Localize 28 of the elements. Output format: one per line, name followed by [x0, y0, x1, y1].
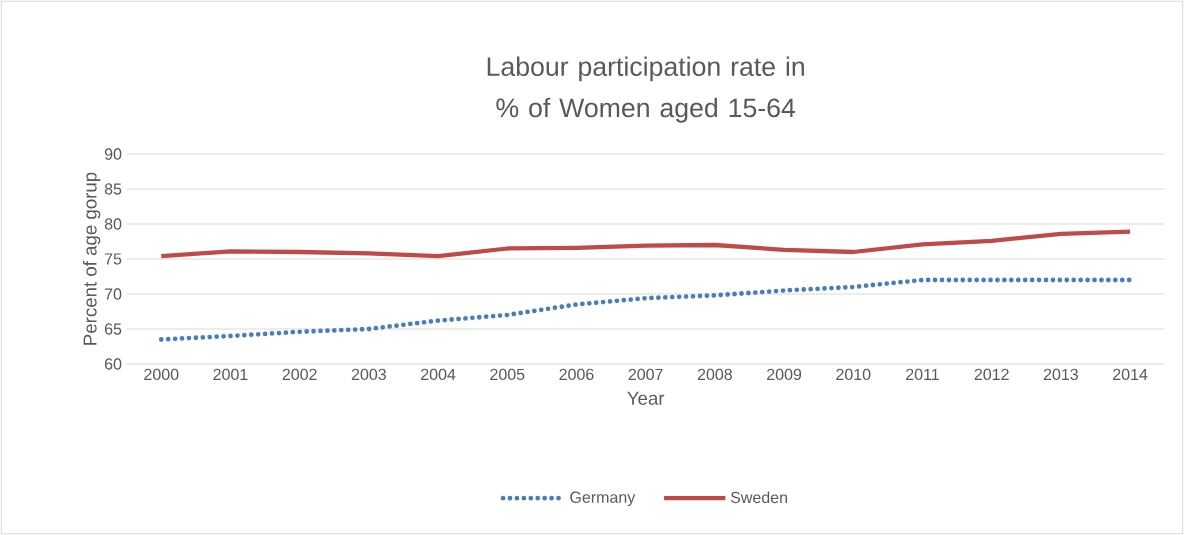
- x-tick-label: 2012: [974, 368, 1009, 381]
- chart-title: Labour participation rate in % of Women aged 15-64: [487, 56, 804, 123]
- x-tick-label: 2003: [351, 368, 386, 381]
- line-series: [159, 229, 1133, 259]
- y-tick-label: 60: [104, 358, 122, 370]
- x-tick-label: 2008: [697, 368, 732, 381]
- x-tick-label: 2000: [144, 368, 179, 381]
- y-tick-label: 85: [104, 183, 122, 195]
- y-axis-title: Percent of age gorup: [82, 172, 101, 345]
- y-tick-label: 90: [104, 148, 122, 160]
- y-tick-label: 70: [104, 288, 122, 300]
- x-tick-label: 2011: [906, 368, 939, 381]
- x-tick-label: 2007: [628, 368, 663, 381]
- x-tick-label: 2002: [282, 368, 317, 381]
- x-tick-label: 2006: [559, 368, 594, 381]
- x-tick-label: 2004: [421, 368, 456, 381]
- y-tick-label: 75: [104, 253, 122, 265]
- legend-label: Germany: [570, 491, 636, 507]
- x-axis-title: Year: [627, 391, 665, 405]
- x-tick-label: 2013: [1043, 368, 1078, 381]
- x-tick-label: 2014: [1113, 368, 1148, 381]
- y-tick-label: 80: [104, 218, 122, 230]
- legend-label: Sweden: [730, 491, 787, 504]
- y-tick-label: 65: [104, 323, 122, 335]
- x-tick-label: 2010: [836, 368, 871, 381]
- x-tick-label: 2001: [213, 368, 248, 381]
- x-tick-label: 2005: [490, 368, 525, 381]
- x-tick-label: 2009: [767, 368, 802, 381]
